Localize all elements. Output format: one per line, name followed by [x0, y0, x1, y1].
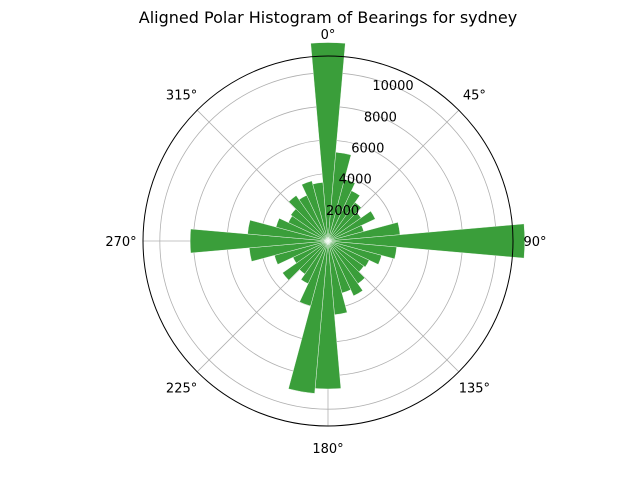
bar-60 — [327, 210, 376, 242]
bar-120 — [327, 240, 370, 268]
angle-tick-label-45: 45° — [463, 89, 486, 104]
bar-20 — [327, 179, 356, 242]
labels-layer: 0° 45° 90° 135° 180° 225° 270° 315° 2000 4000 6000… — [105, 28, 546, 457]
angle-tick-label-315: 315° — [166, 89, 197, 104]
bar-110 — [327, 240, 382, 265]
bars-layer — [189, 42, 525, 394]
bar-210 — [300, 240, 329, 284]
bar-230 — [282, 240, 329, 281]
angle-tick-label-180: 180° — [312, 442, 343, 457]
angle-tick-label-135: 135° — [459, 381, 490, 396]
bar-150 — [327, 240, 364, 297]
radial-tick-label-2000: 2000 — [326, 204, 359, 219]
bar-290 — [275, 217, 329, 242]
bar-340 — [301, 180, 329, 242]
radial-tick-label-4000: 4000 — [339, 173, 372, 188]
axes-layer — [142, 55, 514, 427]
bar-320 — [288, 195, 329, 242]
bar-270 — [189, 228, 329, 254]
bar-40 — [327, 202, 362, 242]
radial-tick-label-6000: 6000 — [351, 141, 384, 156]
bar-350 — [312, 182, 329, 242]
bar-0 — [310, 42, 346, 242]
bar-190 — [288, 240, 329, 394]
angle-tick-label-225: 225° — [166, 381, 197, 396]
polar-outer-ring — [142, 55, 514, 427]
bar-200 — [299, 240, 329, 307]
radial-tick-label-8000: 8000 — [364, 110, 397, 125]
bar-90 — [327, 223, 525, 259]
chart-title: Aligned Polar Histogram of Bearings for … — [139, 8, 517, 27]
bar-30 — [327, 190, 361, 242]
angle-tick-label-0: 0° — [321, 28, 336, 43]
angle-tick-label-90: 90° — [523, 235, 546, 250]
radial-tick-label-10000: 10000 — [372, 79, 413, 94]
angle-tick-label-270: 270° — [105, 235, 136, 250]
